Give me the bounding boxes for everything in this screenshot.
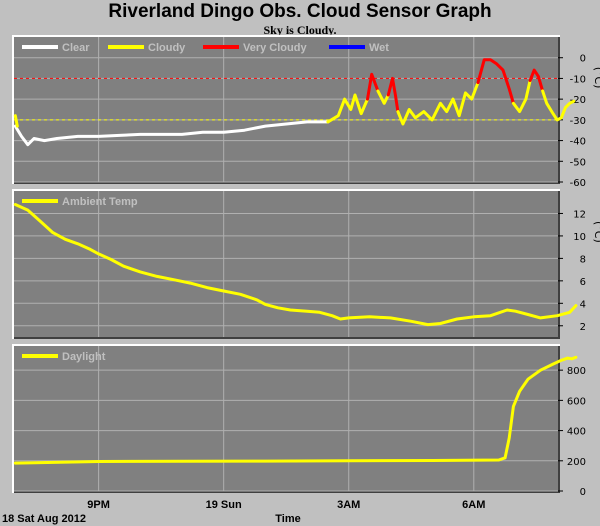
series-line-cloudy <box>376 89 390 105</box>
xtick-label: 19 Sun <box>206 499 242 511</box>
legend-label: Wet <box>369 42 389 54</box>
panel-daylight: 800 600 400 200 0 Daylight <box>12 344 586 498</box>
ytick-label: -40 <box>570 137 586 148</box>
series-line-very-cloudy <box>366 72 380 101</box>
ytick-label: -30 <box>570 116 586 127</box>
x-axis-label: Time <box>275 513 300 525</box>
plot-area <box>14 191 558 337</box>
legend-label: Cloudy <box>148 42 186 54</box>
series-line-cloudy <box>511 79 532 114</box>
legend-label: Daylight <box>62 351 106 363</box>
series-line-clear <box>13 120 330 147</box>
sky-status: Sky is Cloudy. <box>263 23 337 37</box>
xtick-label: 3AM <box>337 499 360 511</box>
ytick-label: -10 <box>570 74 586 85</box>
series-line-daylight <box>13 355 578 465</box>
x-date-label: 18 Sat Aug 2012 <box>2 513 86 525</box>
ytick-label: 10 <box>573 232 586 243</box>
xtick-label: 9PM <box>87 499 110 511</box>
legend-label: Very Cloudy <box>243 42 307 54</box>
series-line-ambient-temp <box>13 203 578 327</box>
ytick-label: -50 <box>570 157 586 168</box>
chart-title: Riverland Dingo Obs. Cloud Sensor Graph <box>108 1 492 22</box>
legend-label: Ambient Temp <box>62 196 138 208</box>
ytick-label: 4 <box>580 299 586 310</box>
ytick-label: 8 <box>580 254 586 265</box>
xtick-label: 6AM <box>462 499 485 511</box>
series-line-cloudy <box>541 89 576 122</box>
ytick-label: 200 <box>567 457 586 468</box>
y-unit-label: (°C) <box>592 67 600 89</box>
series-line-cloudy <box>326 93 369 124</box>
y-unit-label: (°C) <box>592 221 600 243</box>
ytick-label: 0 <box>580 487 586 498</box>
ytick-label: 400 <box>567 427 586 438</box>
series-line-very-cloudy <box>528 68 545 93</box>
ytick-label: 800 <box>567 366 586 377</box>
ytick-label: 6 <box>580 277 586 288</box>
legend-label: Clear <box>62 42 90 54</box>
panel-sky-temperature: 0 -10 -20 -30 -40 -50 -60 Clear Cloudy Very Cloud… <box>12 35 600 189</box>
ytick-label: -60 <box>570 178 586 189</box>
ytick-label: -20 <box>570 95 586 106</box>
series-line-very-cloudy <box>476 58 515 105</box>
panel-ambient-temperature: 12 10 8 6 4 2 Ambient Temp (°C) <box>12 189 600 339</box>
ytick-label: 0 <box>580 54 586 65</box>
series-line-very-cloudy <box>386 76 400 114</box>
plot-area <box>14 346 558 491</box>
ytick-label: 600 <box>567 396 586 407</box>
ytick-label: 2 <box>580 322 586 333</box>
plot-area <box>14 37 558 182</box>
series-line-cloudy <box>13 114 19 128</box>
ytick-label: 12 <box>573 209 586 220</box>
series-line-cloudy <box>396 81 480 126</box>
